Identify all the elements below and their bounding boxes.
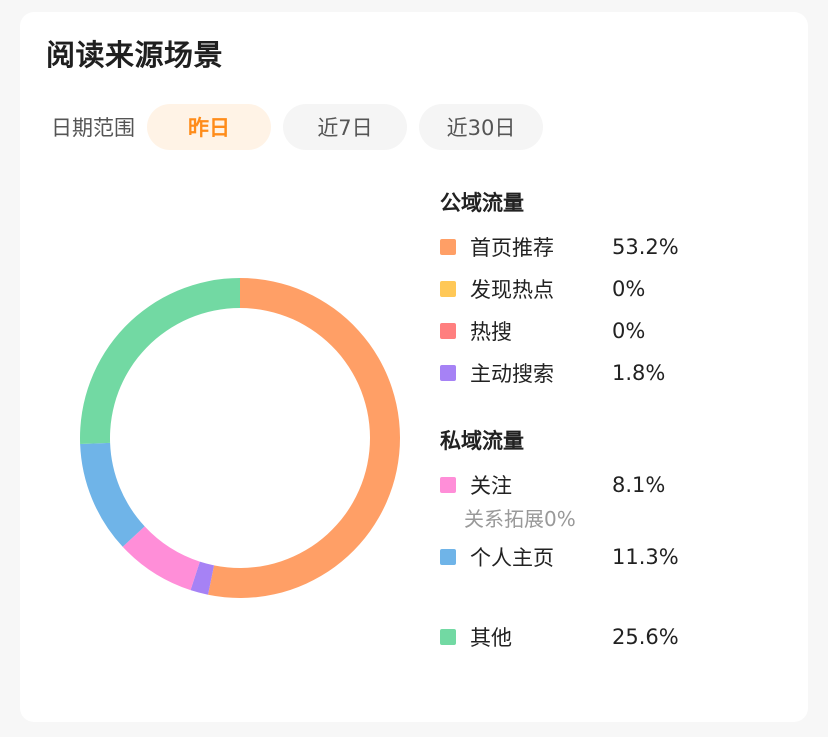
legend-group-title-private: 私域流量 [440, 429, 524, 453]
legend-value: 8.1% [612, 473, 666, 497]
date-range-selector: 日期范围 昨日 近7日 近30日 [51, 104, 543, 150]
date-range-tabs: 昨日 近7日 近30日 [147, 104, 543, 150]
donut-chart [78, 276, 402, 600]
legend-swatch [440, 549, 456, 565]
legend-name: 首页推荐 [470, 236, 554, 260]
legend-swatch [440, 239, 456, 255]
legend-value: 1.8% [612, 361, 666, 385]
legend-name: 其他 [470, 626, 512, 650]
donut-slice-0 [208, 278, 401, 598]
legend-group-private: 私域流量 关注 8.1% 关系拓展0% 个人主页 11.3% [440, 424, 800, 578]
legend-swatch [440, 477, 456, 493]
donut-slice-3 [190, 561, 215, 595]
legend-name: 热搜 [470, 320, 512, 344]
legend-group-title-public: 公域流量 [440, 191, 524, 215]
legend-item-home-recommend: 首页推荐 53.2% [440, 226, 800, 268]
legend-group-public: 公域流量 首页推荐 53.2% 发现热点 0% 热搜 0% 主动搜索 1.8% [440, 186, 800, 394]
chart-legend: 公域流量 首页推荐 53.2% 发现热点 0% 热搜 0% 主动搜索 1.8% [440, 186, 800, 688]
legend-item-follow: 关注 8.1% [440, 464, 800, 506]
legend-value: 53.2% [612, 235, 679, 259]
legend-value: 0% [612, 319, 646, 343]
traffic-source-card: 阅读来源场景 日期范围 昨日 近7日 近30日 公域流量 首页推荐 53.2% … [20, 12, 808, 722]
donut-slice-4 [122, 526, 200, 591]
tab-last-7-days[interactable]: 近7日 [283, 104, 407, 150]
legend-name: 主动搜索 [470, 362, 554, 386]
legend-swatch [440, 281, 456, 297]
legend-sub-relation-expand: 关系拓展0% [464, 507, 576, 531]
legend-name: 个人主页 [470, 546, 554, 570]
legend-item-hot-search: 热搜 0% [440, 310, 800, 352]
legend-item-other: 其他 25.6% [440, 616, 800, 658]
legend-name: 发现热点 [470, 278, 554, 302]
legend-swatch [440, 323, 456, 339]
legend-item-discover-hot: 发现热点 0% [440, 268, 800, 310]
legend-value: 0% [612, 277, 646, 301]
donut-slice-5 [80, 442, 145, 547]
tab-yesterday[interactable]: 昨日 [147, 104, 271, 150]
donut-slice-6 [80, 278, 240, 445]
legend-value: 11.3% [612, 545, 679, 569]
legend-group-other: 其他 25.6% [440, 616, 800, 658]
tab-last-30-days[interactable]: 近30日 [419, 104, 543, 150]
legend-swatch [440, 365, 456, 381]
legend-swatch [440, 629, 456, 645]
legend-name: 关注 [470, 474, 512, 498]
legend-value: 25.6% [612, 625, 679, 649]
date-range-label: 日期范围 [51, 116, 135, 140]
legend-item-profile-page: 个人主页 11.3% [440, 536, 800, 578]
donut-chart-svg [80, 278, 401, 598]
card-title: 阅读来源场景 [46, 38, 224, 72]
legend-item-active-search: 主动搜索 1.8% [440, 352, 800, 394]
